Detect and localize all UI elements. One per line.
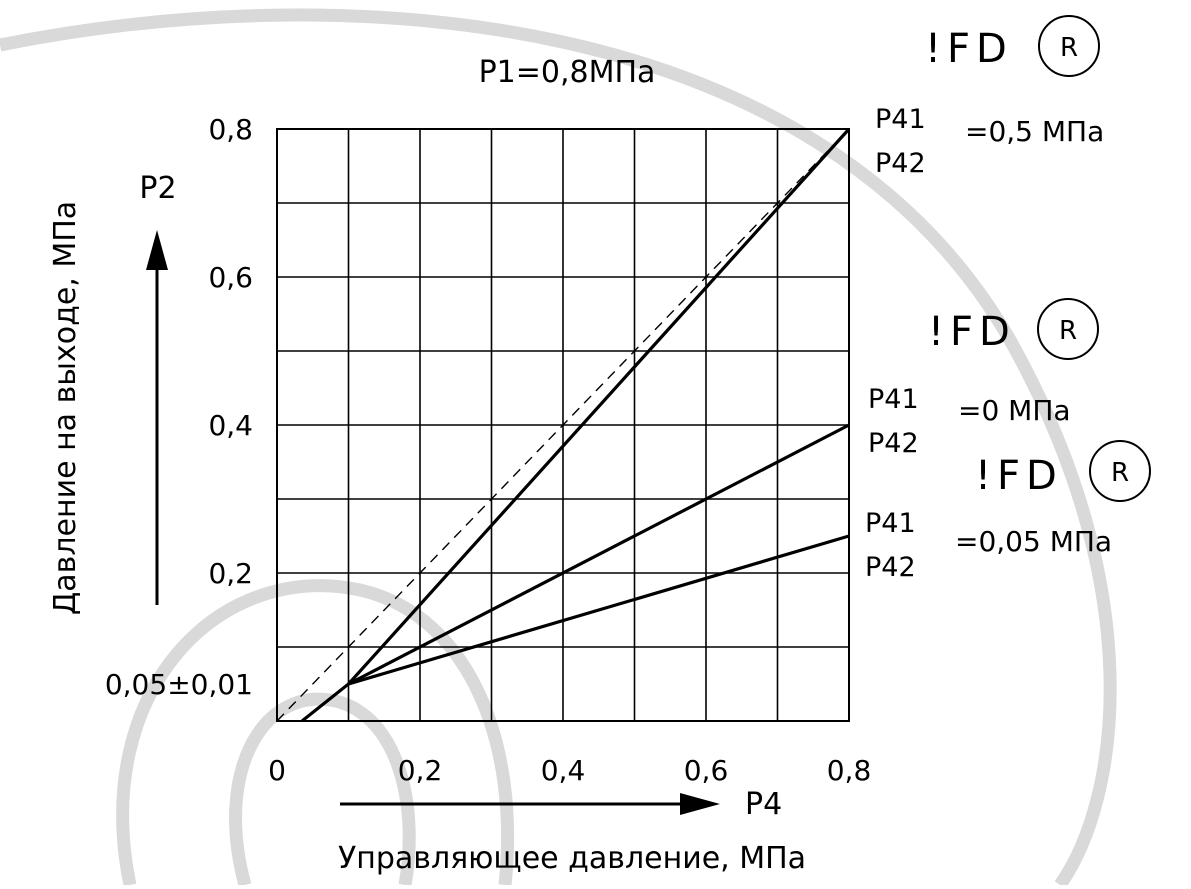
- annotation-0-value: =0,5 МПа: [965, 115, 1104, 148]
- x-tick-label-1: 0,2: [398, 754, 443, 787]
- y-tick-label-2: 0,6: [208, 261, 253, 294]
- x-arrow-head: [680, 793, 720, 815]
- y-tick-label-3: 0,8: [208, 113, 253, 146]
- series-line-3: [276, 128, 850, 722]
- watermark-arc-outer: [0, 8, 1117, 889]
- annotation-0-circled: R: [1060, 33, 1078, 63]
- x-arrow: [340, 793, 720, 815]
- annotation-1-value: =0 МПа: [958, 394, 1071, 427]
- annotation-0-p-top: P41: [875, 104, 926, 135]
- y-axis-label: Давление на выходе, МПа: [48, 201, 83, 615]
- annotation-2-circled: R: [1111, 458, 1129, 488]
- annotation-2-value: =0,05 МПа: [955, 525, 1112, 558]
- x-tick-label-4: 0,8: [827, 754, 872, 787]
- annotation-0-circle: [1038, 15, 1100, 77]
- y-tick-label-1: 0,4: [208, 409, 253, 442]
- annotation-2-mark: !FD: [975, 453, 1063, 499]
- watermark-arc-middle: [116, 579, 515, 887]
- x-tick-label-2: 0,4: [541, 754, 586, 787]
- annotation-1-p-top: P41: [868, 384, 919, 415]
- data-series: [276, 127, 851, 723]
- annotation-0: !FD R P41 P42 =0,5 МПа: [875, 15, 1104, 179]
- series-line-2: [348, 534, 850, 686]
- tick-labels: 0 0,2 0,4 0,6 0,8 0,2 0,4 0,6 0,8 0,05±0,01: [105, 113, 871, 787]
- annotation-2-p-bottom: P42: [865, 552, 916, 583]
- x-arrow-label: P4: [745, 787, 782, 822]
- y-arrow: [146, 230, 168, 605]
- y-tick-label-0: 0,2: [208, 557, 253, 590]
- series-line-1: [347, 423, 850, 686]
- annotation-1-p-bottom: P42: [868, 428, 919, 459]
- y-arrow-head: [146, 230, 168, 270]
- annotation-2-circle: [1089, 440, 1151, 502]
- annotation-1: !FD R P41 P42 =0 МПа: [868, 298, 1099, 459]
- annotation-1-circled: R: [1059, 316, 1077, 346]
- chart-title: P1=0,8МПа: [479, 55, 656, 90]
- y-tick-label-4: 0,05±0,01: [105, 668, 253, 701]
- x-axis-label: Управляющее давление, МПа: [338, 841, 806, 876]
- annotation-1-mark: !FD: [928, 309, 1016, 355]
- annotation-0-p-bottom: P42: [875, 148, 926, 179]
- x-tick-label-3: 0,6: [684, 754, 729, 787]
- x-tick-label-0: 0: [268, 754, 286, 787]
- annotation-2-p-top: P41: [865, 508, 916, 539]
- y-arrow-label: P2: [139, 171, 176, 206]
- annotation-0-mark: !FD: [925, 26, 1013, 72]
- annotation-2: !FD R P41 P42 =0,05 МПа: [865, 440, 1151, 583]
- annotation-1-circle: [1037, 298, 1099, 360]
